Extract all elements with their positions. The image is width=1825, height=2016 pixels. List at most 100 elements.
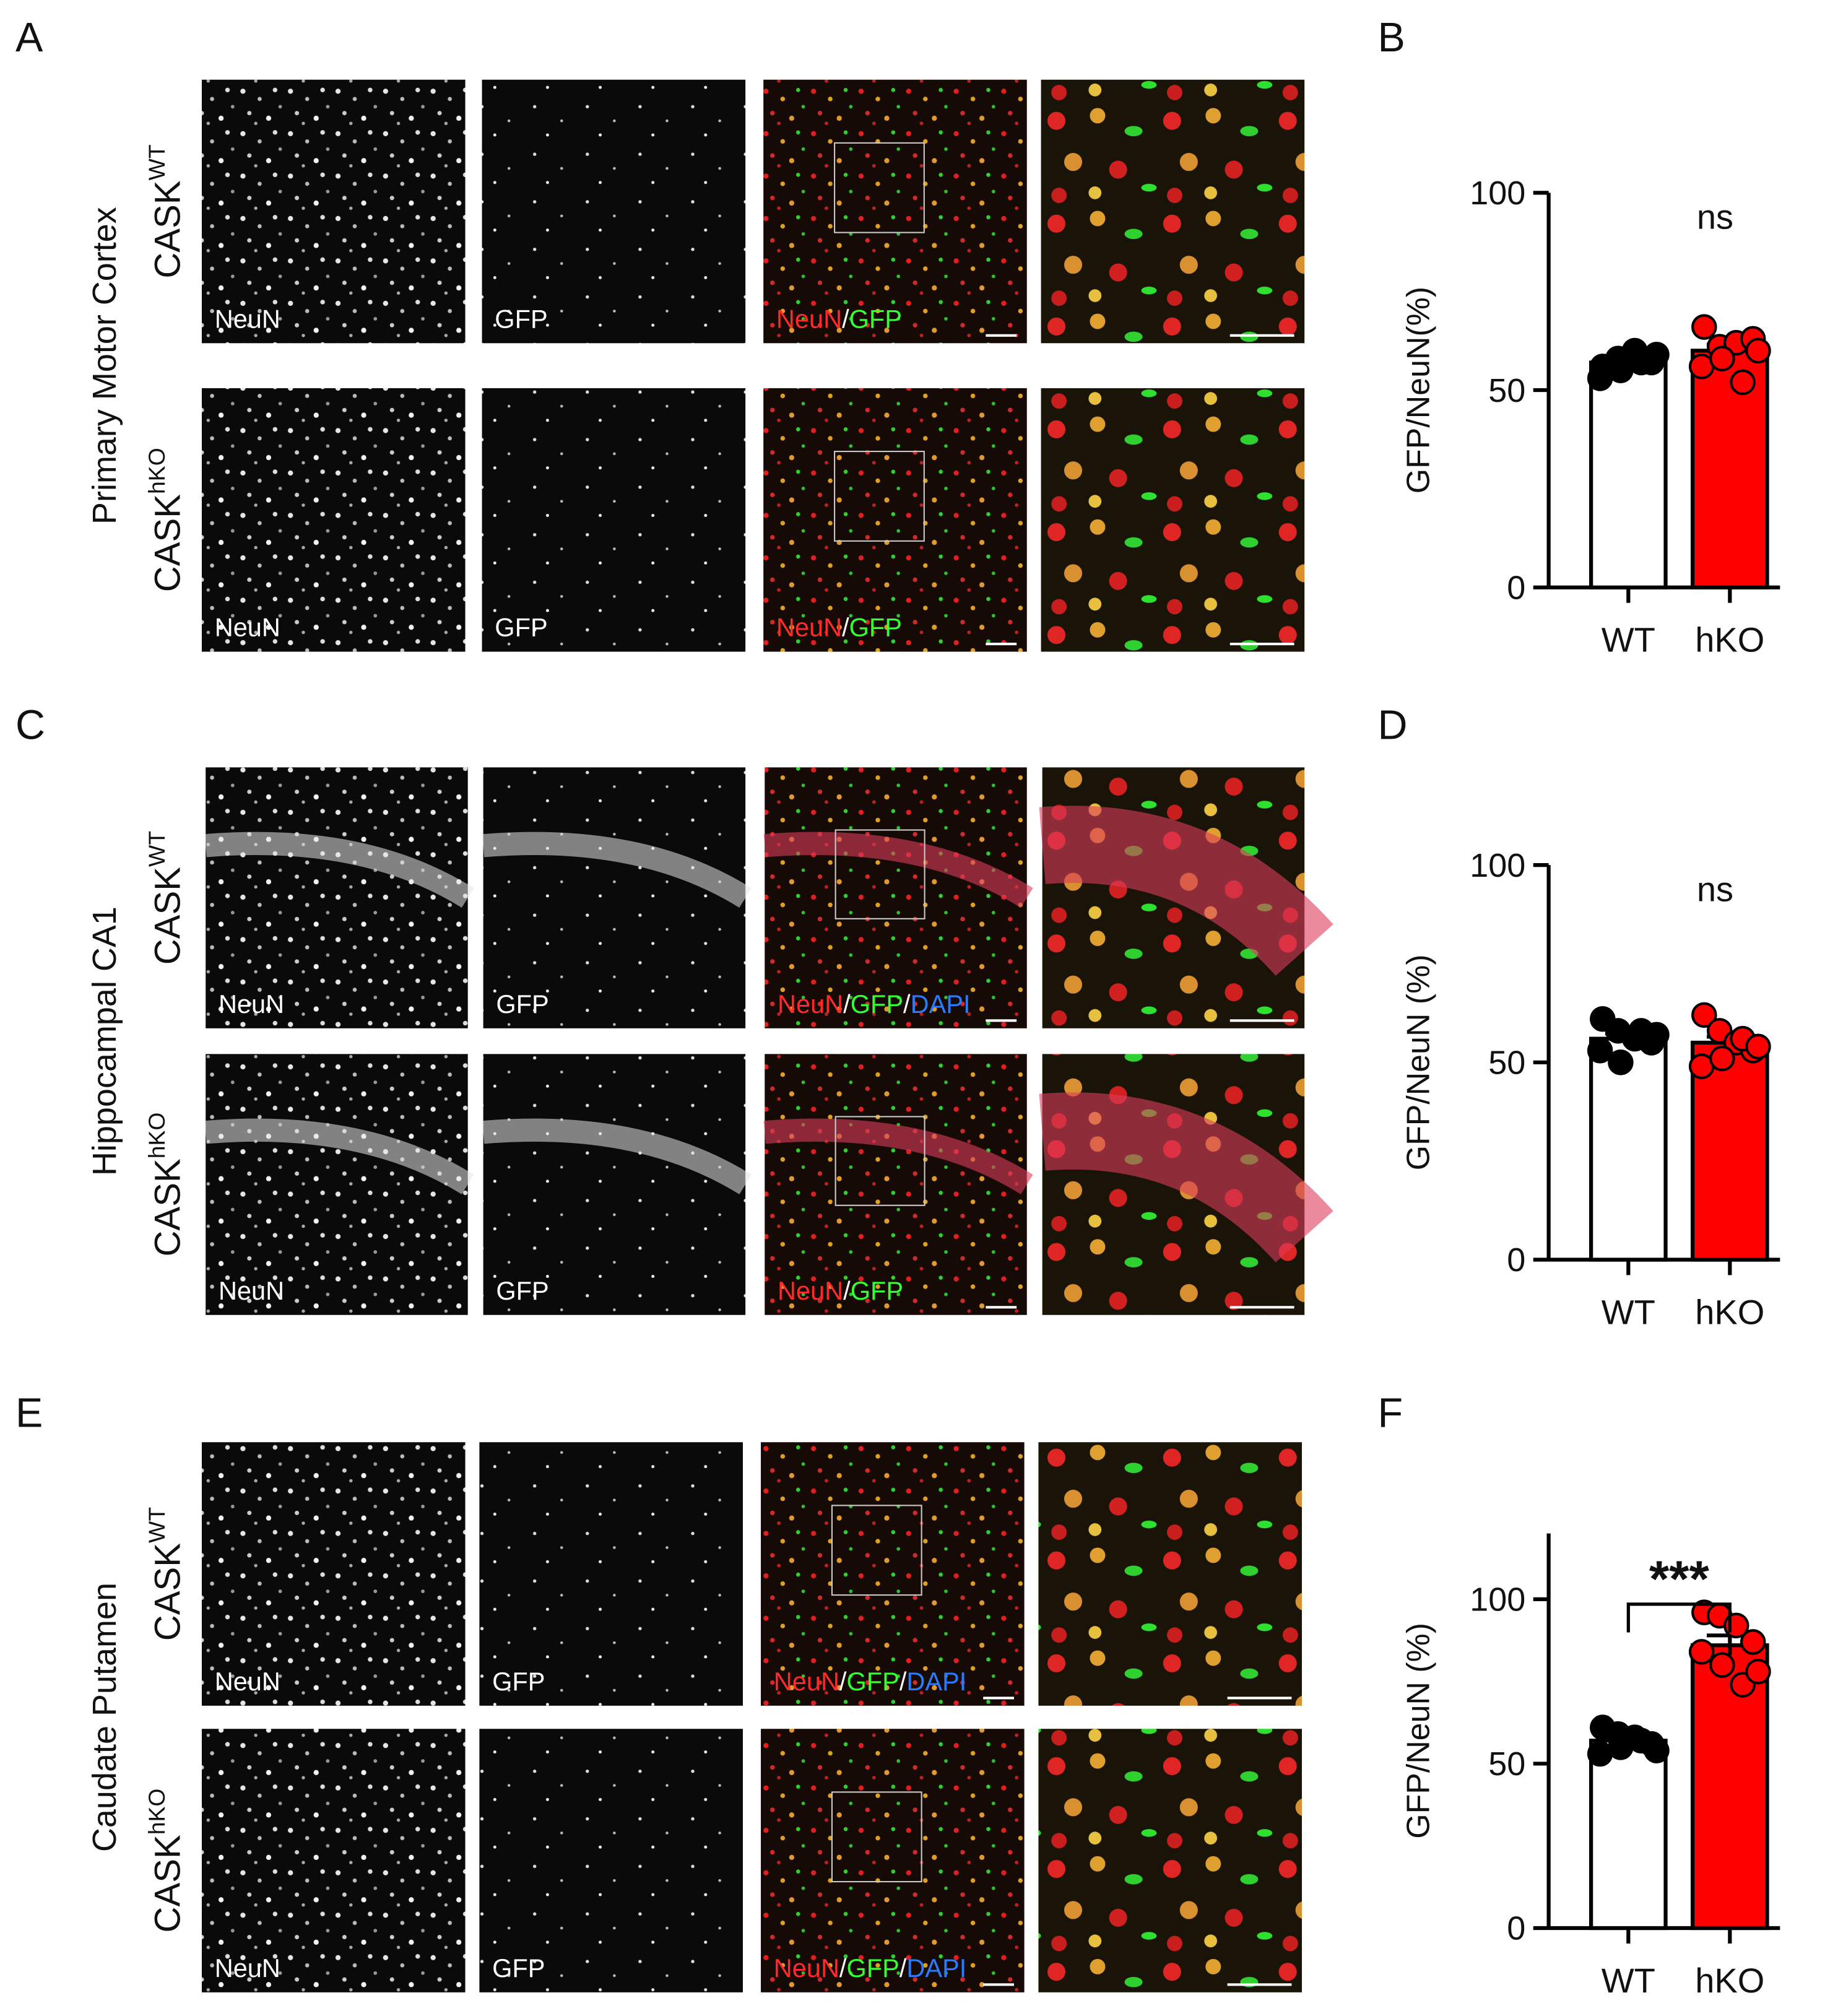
- data-point: [1740, 1629, 1766, 1655]
- genotype-label: CASKhKO: [144, 448, 188, 592]
- region-label: Hippocampal CA1: [86, 906, 123, 1176]
- genotype-superscript: WT: [144, 144, 170, 180]
- genotype-superscript: hKO: [144, 448, 170, 494]
- y-axis-label: GFP/NeuN (%): [1400, 954, 1436, 1170]
- inset-box: [834, 142, 925, 233]
- inset-box: [834, 451, 925, 542]
- genotype: CASK: [148, 1835, 188, 1932]
- y-axis-label: GFP/NeuN(%): [1400, 287, 1436, 493]
- micrograph: [482, 388, 746, 652]
- micrograph: [765, 1054, 1027, 1315]
- y-tick-label: 50: [1488, 1745, 1525, 1783]
- merge-label: NeuN/GFP/DAPI: [778, 989, 970, 1019]
- genotype-superscript: hKO: [144, 1113, 170, 1159]
- micrograph: [1038, 1729, 1303, 1992]
- inset-box: [831, 1505, 922, 1596]
- data-point: [1691, 314, 1717, 340]
- merge-token: NeuN: [778, 1276, 843, 1305]
- region-label: Caudate Putamen: [86, 1583, 123, 1852]
- channel-label: GFP: [496, 1276, 548, 1305]
- bar: [1589, 1739, 1668, 1931]
- panel-letter: E: [15, 1390, 43, 1436]
- genotype-superscript: WT: [144, 831, 170, 867]
- merge-token: GFP: [849, 304, 902, 333]
- channel-label: GFP: [495, 613, 547, 642]
- merge-label: NeuN/GFP: [776, 613, 902, 642]
- merge-token: DAPI: [906, 1667, 966, 1696]
- channel-label: GFP: [492, 1953, 545, 1983]
- channel-label: GFP: [496, 989, 548, 1019]
- merge-token: /: [899, 1953, 907, 1983]
- cell-layer: [482, 832, 752, 908]
- x-tick-label: WT: [1602, 1961, 1655, 2000]
- merge-token: NeuN: [774, 1667, 839, 1696]
- genotype: CASK: [148, 180, 188, 278]
- merge-token: GFP: [846, 1667, 899, 1696]
- merge-token: /: [842, 304, 849, 333]
- genotype-label: CASKWT: [144, 144, 188, 278]
- channel-label: NeuN: [219, 1276, 284, 1305]
- micrograph: [761, 1729, 1025, 1992]
- genotype-superscript: hKO: [144, 1789, 170, 1835]
- micrograph: [206, 767, 468, 1028]
- micrograph: [483, 767, 746, 1028]
- cell-layer: [763, 832, 1033, 908]
- significance-label: ***: [1649, 1550, 1710, 1607]
- micrograph: [201, 388, 466, 652]
- merge-token: /: [839, 1953, 847, 1983]
- merge-token: NeuN: [774, 1953, 839, 1983]
- y-tick-label: 0: [1507, 1910, 1525, 1947]
- channel-label: GFP: [495, 304, 547, 333]
- genotype: CASK: [148, 1158, 188, 1256]
- cell-layer: [1039, 806, 1333, 976]
- x-tick-label: hKO: [1695, 620, 1764, 659]
- genotype-label: CASKWT: [144, 1507, 188, 1641]
- genotype: CASK: [148, 1543, 188, 1641]
- channel-label: NeuN: [215, 613, 280, 642]
- merge-token: DAPI: [911, 989, 971, 1019]
- cell-layer: [204, 832, 474, 908]
- y-axis-label: GFP/NeuN (%): [1400, 1623, 1436, 1839]
- y-tick-label: 50: [1488, 1044, 1525, 1081]
- data-point: [1745, 1658, 1771, 1685]
- channel-label: GFP: [492, 1667, 545, 1696]
- merge-token: DAPI: [906, 1953, 966, 1983]
- micrograph: [763, 79, 1027, 344]
- x-tick-label: WT: [1602, 620, 1655, 659]
- data-point: [1688, 1639, 1715, 1665]
- panel-letter: D: [1378, 703, 1408, 749]
- merge-label: NeuN/GFP/DAPI: [774, 1953, 966, 1983]
- bar: [1589, 360, 1668, 589]
- micrograph: [1041, 388, 1305, 652]
- inset-box: [834, 829, 926, 919]
- channel-label: NeuN: [215, 304, 280, 333]
- panel-letter: A: [15, 15, 43, 61]
- micrograph: [1041, 79, 1305, 344]
- micrograph: [761, 1442, 1025, 1706]
- micrograph: [201, 79, 466, 344]
- cell-layer: [1039, 1092, 1333, 1263]
- micrograph: [206, 1054, 468, 1315]
- data-point: [1745, 1033, 1771, 1060]
- merge-token: /: [842, 613, 849, 642]
- data-point: [1691, 1002, 1717, 1028]
- micrograph: [763, 388, 1027, 652]
- merge-token: GFP: [846, 1953, 899, 1983]
- micrograph: [765, 767, 1027, 1028]
- genotype-label: CASKhKO: [144, 1789, 188, 1933]
- micrograph: [482, 79, 746, 344]
- merge-token: NeuN: [778, 989, 843, 1019]
- x-tick-label: WT: [1602, 1292, 1655, 1331]
- merge-token: NeuN: [776, 304, 842, 333]
- data-point: [1608, 1049, 1634, 1075]
- channel-label: NeuN: [215, 1667, 280, 1696]
- data-point: [1709, 345, 1735, 371]
- y-tick-label: 100: [1470, 175, 1525, 212]
- micrograph: [479, 1729, 743, 1992]
- micrograph: [479, 1442, 743, 1706]
- merge-token: /: [903, 989, 911, 1019]
- channel-label: NeuN: [215, 1953, 280, 1983]
- channel-label: NeuN: [219, 989, 284, 1019]
- panel-letter: F: [1378, 1390, 1403, 1436]
